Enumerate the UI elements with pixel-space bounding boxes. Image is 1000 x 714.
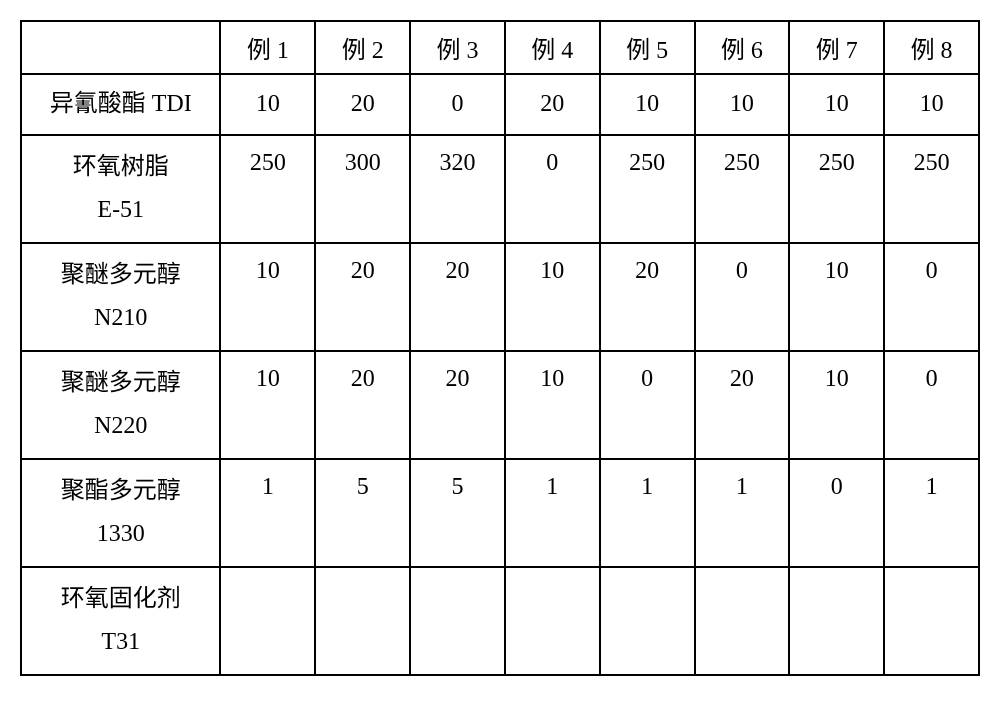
data-cell: 10 <box>505 351 600 459</box>
col-header: 例 3 <box>410 21 505 74</box>
row-header: 聚醚多元醇 N220 <box>21 351 220 459</box>
data-cell: 0 <box>884 351 979 459</box>
data-cell: 1 <box>505 459 600 567</box>
data-cell: 10 <box>695 74 790 135</box>
data-cell <box>695 567 790 675</box>
data-cell <box>410 567 505 675</box>
row-header: 异氰酸酯 TDI <box>21 74 220 135</box>
data-cell: 1 <box>695 459 790 567</box>
data-cell: 0 <box>789 459 884 567</box>
data-cell: 20 <box>410 351 505 459</box>
table-row: 聚醚多元醇 N22010202010020100 <box>21 351 979 459</box>
col-header: 例 8 <box>884 21 979 74</box>
data-table: 例 1 例 2 例 3 例 4 例 5 例 6 例 7 例 8 异氰酸酯 TDI… <box>20 20 980 676</box>
data-cell: 5 <box>410 459 505 567</box>
table-row: 聚醚多元醇 N21010202010200100 <box>21 243 979 351</box>
data-cell: 1 <box>220 459 315 567</box>
col-header: 例 1 <box>220 21 315 74</box>
row-header: 聚醚多元醇 N210 <box>21 243 220 351</box>
data-cell: 250 <box>220 135 315 243</box>
data-cell: 10 <box>789 74 884 135</box>
data-cell <box>505 567 600 675</box>
data-cell <box>220 567 315 675</box>
data-cell <box>600 567 695 675</box>
data-cell: 10 <box>505 243 600 351</box>
table-row: 环氧树脂 E-512503003200250250250250 <box>21 135 979 243</box>
data-cell: 250 <box>695 135 790 243</box>
data-cell: 10 <box>884 74 979 135</box>
data-cell: 320 <box>410 135 505 243</box>
data-cell: 1 <box>884 459 979 567</box>
table-row: 聚酯多元醇 133015511101 <box>21 459 979 567</box>
header-row: 例 1 例 2 例 3 例 4 例 5 例 6 例 7 例 8 <box>21 21 979 74</box>
col-header: 例 7 <box>789 21 884 74</box>
data-cell: 20 <box>315 74 410 135</box>
data-cell: 20 <box>505 74 600 135</box>
data-cell: 20 <box>600 243 695 351</box>
data-cell: 20 <box>315 243 410 351</box>
data-cell: 20 <box>695 351 790 459</box>
row-header: 聚酯多元醇 1330 <box>21 459 220 567</box>
data-cell: 250 <box>600 135 695 243</box>
data-cell: 1 <box>600 459 695 567</box>
corner-cell <box>21 21 220 74</box>
data-cell: 5 <box>315 459 410 567</box>
data-cell: 20 <box>315 351 410 459</box>
data-cell: 10 <box>220 74 315 135</box>
data-cell <box>884 567 979 675</box>
col-header: 例 4 <box>505 21 600 74</box>
data-cell: 250 <box>884 135 979 243</box>
col-header: 例 6 <box>695 21 790 74</box>
table-row: 环氧固化剂 T31 <box>21 567 979 675</box>
data-cell: 10 <box>789 351 884 459</box>
data-cell: 10 <box>220 351 315 459</box>
row-header: 环氧固化剂 T31 <box>21 567 220 675</box>
data-cell: 0 <box>505 135 600 243</box>
data-cell: 20 <box>410 243 505 351</box>
col-header: 例 2 <box>315 21 410 74</box>
data-cell <box>789 567 884 675</box>
data-cell: 0 <box>884 243 979 351</box>
data-cell: 250 <box>789 135 884 243</box>
data-cell: 0 <box>410 74 505 135</box>
table-row: 异氰酸酯 TDI102002010101010 <box>21 74 979 135</box>
col-header: 例 5 <box>600 21 695 74</box>
data-cell: 10 <box>220 243 315 351</box>
data-cell: 300 <box>315 135 410 243</box>
data-cell: 10 <box>789 243 884 351</box>
row-header: 环氧树脂 E-51 <box>21 135 220 243</box>
data-cell <box>315 567 410 675</box>
data-cell: 10 <box>600 74 695 135</box>
data-cell: 0 <box>695 243 790 351</box>
data-cell: 0 <box>600 351 695 459</box>
